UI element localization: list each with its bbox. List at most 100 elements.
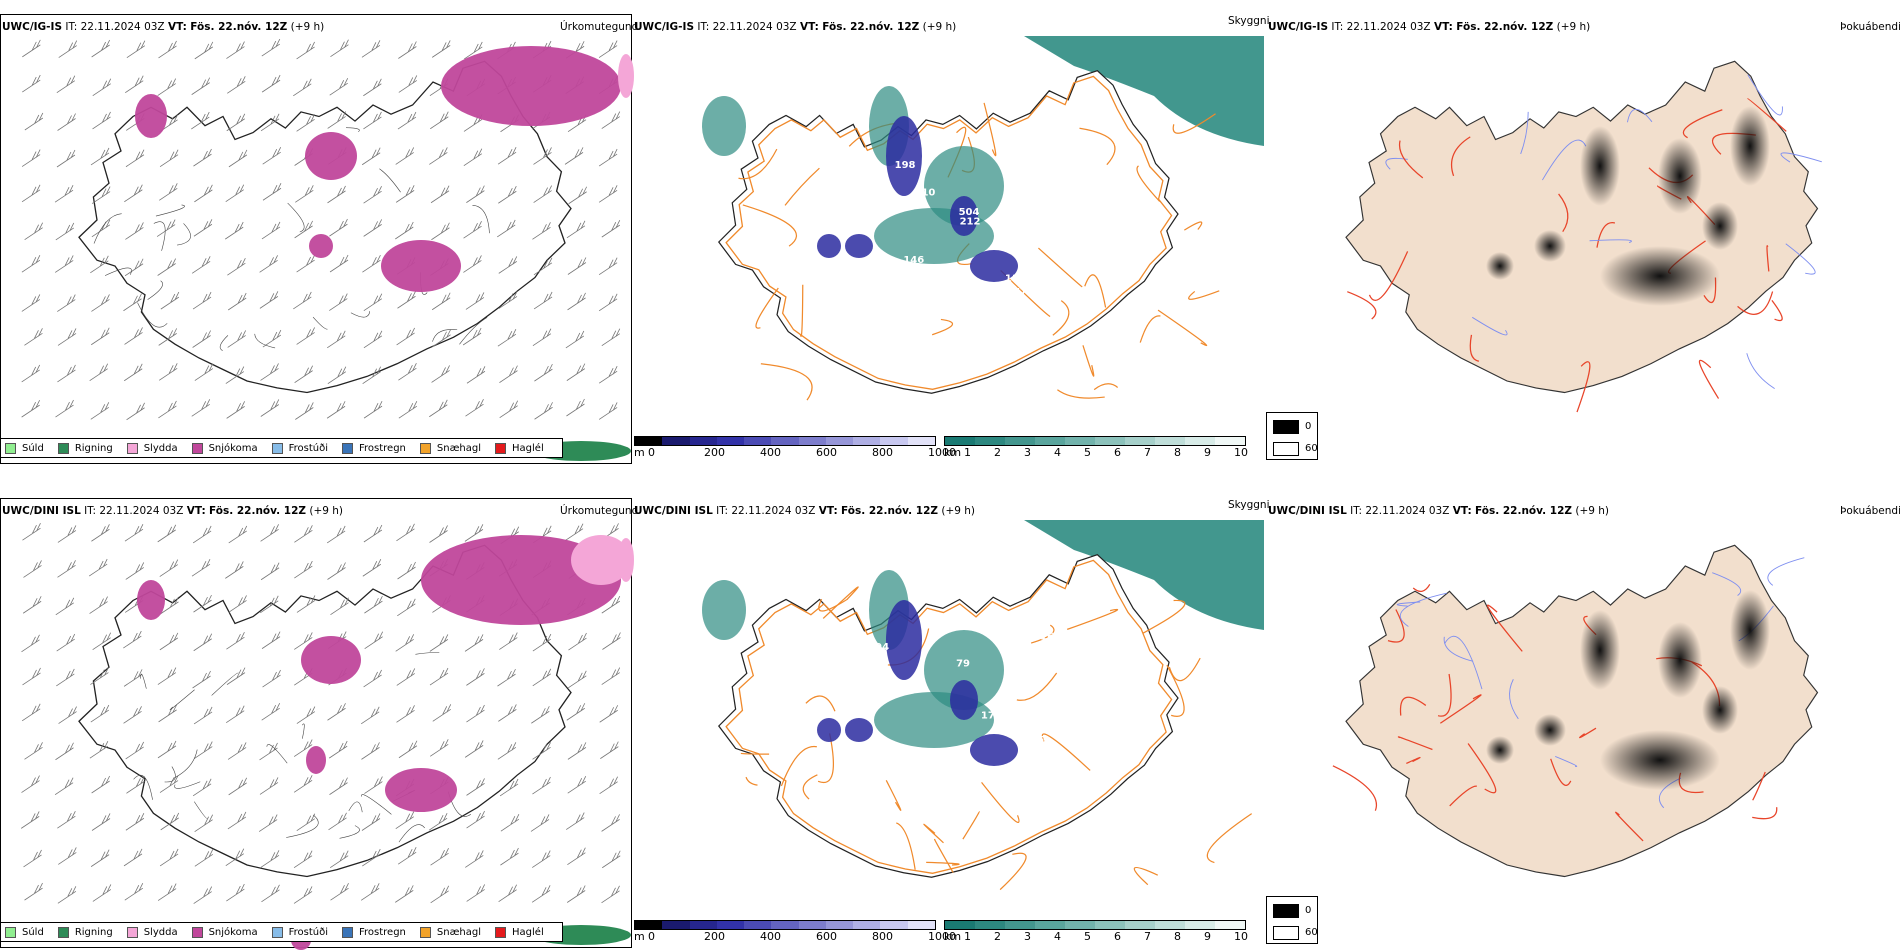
fog-panel-title: Þokuábendi (1840, 21, 1900, 33)
cloudbase-tick: 800 (872, 446, 893, 459)
cloudbase-tick: 400 (760, 930, 781, 943)
legend-item: Haglél (495, 926, 544, 938)
initial-time: 22.11.2024 03Z (1346, 21, 1431, 33)
precip-map (20, 523, 634, 950)
cloudbase-value-label: 12 (1044, 751, 1058, 762)
visibility-tick: 4 (1054, 930, 1061, 943)
cloudbase-tick: 800 (872, 930, 893, 943)
initial-time: 22.11.2024 03Z (712, 21, 797, 33)
cloudbase-value-label: 146 (903, 255, 924, 266)
legend-swatch (271, 442, 283, 454)
fog-legend-label: 0 (1305, 421, 1312, 432)
cloudbase-value-label: 91 (1075, 669, 1089, 680)
visibility-tick: 6 (1114, 930, 1121, 943)
legend-item: Frostregn (342, 442, 406, 454)
panel-header: UWC/IG-IS IT: 22.11.2024 03Z VT: Fös. 22… (2, 20, 324, 34)
visibility-tick: 6 (1114, 446, 1121, 459)
cloudbase-value-label: 110 (854, 157, 875, 168)
visibility-panel-title: Skyggni (1228, 15, 1270, 27)
legend-swatch (419, 442, 431, 454)
cloudbase-value-label: 183 (875, 260, 896, 271)
visibility-unit: km (944, 930, 962, 943)
fog-swatch (1273, 926, 1299, 940)
fog-map (1332, 544, 1819, 878)
legend-label: Rigning (74, 926, 113, 938)
initial-time: 22.11.2024 03Z (731, 505, 816, 517)
cloudbase-value-label: 18 (1035, 170, 1049, 181)
initial-time: 22.11.2024 03Z (99, 505, 184, 517)
precip-panel-frame (0, 498, 632, 948)
fog-swatch (1273, 420, 1299, 434)
legend-label: Súld (22, 926, 44, 938)
legend-item: Snæhagl (419, 926, 481, 938)
legend-item: Frostúði (271, 442, 328, 454)
model-name: UWC/DINI ISL (1268, 505, 1347, 517)
precip-map (21, 38, 634, 461)
legend-swatch (342, 926, 353, 938)
initial-time: 22.11.2024 03Z (1365, 505, 1450, 517)
cloudbase-value-label: 133 (999, 232, 1020, 243)
fog-map (1345, 60, 1822, 413)
it-label: IT: (716, 505, 729, 517)
fog-swatch (1273, 904, 1299, 918)
fog-legend-label: 60 (1305, 927, 1318, 938)
panel-header: UWC/IG-IS IT: 22.11.2024 03Z VT: Fös. 22… (1268, 20, 1590, 34)
cloudbase-tick: 1000 (928, 446, 956, 459)
cloudbase-value-label: 12 (1092, 202, 1106, 213)
legend-label: Snæhagl (436, 442, 482, 454)
cloudbase-tick: 0 (648, 446, 655, 459)
legend-label: Frostregn (359, 442, 406, 454)
panel-header: UWC/IG-IS IT: 22.11.2024 03Z VT: Fös. 22… (634, 20, 956, 34)
cloudbase-value-label: 105 (1023, 735, 1044, 746)
cloudbase-value-label: 115 (889, 753, 910, 764)
visibility-tick: 9 (1204, 446, 1211, 459)
legend-label: Snjókoma (208, 442, 258, 454)
visibility-map: 105 194 115 137 140 119 177 162 91 79 171 20 12 16 (702, 520, 1264, 891)
legend-label: Rigning (74, 442, 113, 454)
visibility-tick: 5 (1084, 930, 1091, 943)
legend-label: Snjókoma (208, 926, 258, 938)
it-label: IT: (697, 21, 710, 33)
legend-swatch (126, 442, 138, 454)
cloudbase-value-label: 119 (897, 761, 918, 772)
cloudbase-unit: m (634, 446, 645, 459)
legend-swatch (495, 442, 507, 454)
model-name: UWC/DINI ISL (2, 505, 81, 517)
visibility-tick: 3 (1024, 446, 1031, 459)
lead-time: (+9 h) (309, 505, 344, 517)
visibility-tick: 1 (964, 930, 971, 943)
cloudbase-value-label: 140 (1001, 643, 1022, 654)
fog-panel-title: Þokuábendi (1840, 505, 1900, 517)
cloudbase-value-label: 162 (1103, 739, 1124, 750)
vt-label: VT: (167, 21, 187, 33)
cloudbase-tick: 600 (816, 446, 837, 459)
cloudbase-tick: 200 (704, 446, 725, 459)
cloudbase-value-label: 137 (1032, 614, 1053, 625)
it-label: IT: (1331, 21, 1344, 33)
legend-swatch (57, 442, 69, 454)
visibility-map: 773 275 146 198 21 110 12 10 212 134 183 110 504 133 1… (702, 36, 1264, 401)
legend-item: Haglél (495, 442, 544, 454)
valid-time: Fös. 22.nóv. 12Z (209, 505, 307, 517)
legend-swatch (495, 926, 507, 938)
cloudbase-tick: 0 (648, 930, 655, 943)
lead-time: (+9 h) (1556, 21, 1591, 33)
visibility-tick: 10 (1234, 930, 1248, 943)
visibility-unit: km (944, 446, 962, 459)
cloudbase-colorbar: m 0 200 400 600 800 1000 (634, 436, 956, 464)
legend-label: Haglél (512, 926, 544, 938)
valid-time: Fös. 22.nóv. 12Z (822, 21, 920, 33)
cloudbase-value-label: 773 (1013, 287, 1034, 298)
vt-label: VT: (1452, 505, 1472, 517)
cloudbase-value-label: 504 (959, 207, 980, 218)
cloudbase-tick: 1000 (928, 930, 956, 943)
legend-label: Frostregn (359, 926, 406, 938)
vt-label: VT: (818, 505, 838, 517)
visibility-tick: 3 (1024, 930, 1031, 943)
lead-time: (+9 h) (922, 21, 957, 33)
valid-time: Fös. 22.nóv. 12Z (190, 21, 288, 33)
legend-swatch (5, 926, 16, 938)
valid-time: Fös. 22.nóv. 12Z (841, 505, 939, 517)
legend-label: Frostúði (288, 442, 328, 454)
panel-header: UWC/DINI ISL IT: 22.11.2024 03Z VT: Fös.… (1268, 504, 1609, 518)
